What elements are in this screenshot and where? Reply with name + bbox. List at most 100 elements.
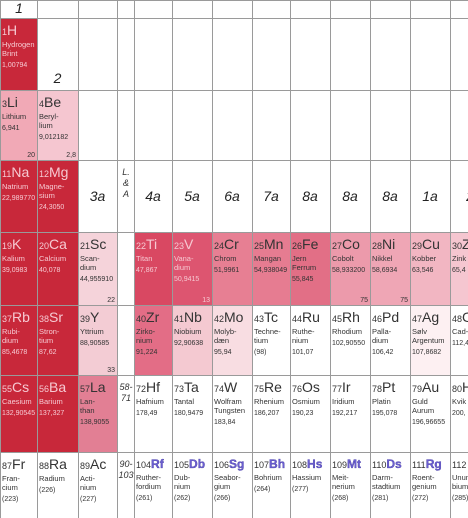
atomic-number: 55 — [2, 384, 13, 394]
atomic-number: 28 — [372, 241, 383, 251]
empty-cell — [212, 90, 253, 161]
element-name: Fran- — [2, 474, 20, 483]
element-symbol: Sr — [49, 309, 64, 325]
element-name: Bohrium — [254, 473, 282, 482]
element-name: Niobium — [174, 327, 202, 336]
atomic-mass: 55,845 — [292, 276, 314, 283]
element-symbol: Cd — [462, 309, 468, 325]
element-name: Kobber — [412, 254, 437, 263]
element-symbol: Be — [44, 94, 62, 110]
element-symbol: Rb — [12, 309, 30, 325]
element-name: Brint — [2, 49, 18, 58]
group-label: 4a — [145, 188, 161, 204]
element-symbol: Ra — [49, 456, 67, 472]
empty-cell — [134, 18, 173, 91]
element-name: than — [80, 406, 95, 415]
element-name: sium — [39, 191, 55, 200]
cell-head: 106Sg — [214, 456, 252, 473]
atomic-number: 109 — [332, 460, 348, 470]
element-cell: 37Rb Rubi-dium 85,4678 — [0, 305, 38, 376]
cell-head: 1H — [2, 22, 37, 40]
cell-head: 112 — [452, 456, 468, 473]
atomic-mass: 137,327 — [39, 410, 65, 417]
cell-head: 40Zr — [136, 309, 172, 327]
element-name: gium — [214, 482, 231, 491]
element-name: Wolfram — [214, 397, 242, 406]
element-symbol: Zn — [462, 236, 468, 252]
atomic-mass: 1,00794 — [2, 62, 28, 69]
atomic-mass: 180,9479 — [174, 410, 204, 417]
element-symbol: Rh — [342, 309, 360, 325]
atomic-number: 74 — [214, 384, 225, 394]
group-label: 2 — [450, 188, 468, 204]
cell-head: 38Sr — [39, 309, 78, 327]
empty-cell — [78, 18, 118, 91]
element-symbol: Ti — [146, 236, 158, 252]
cell-head: 23V — [174, 236, 212, 254]
element-cell: 108Hs Hassium (277) — [290, 452, 331, 518]
atomic-mass: 39,0983 — [2, 267, 28, 274]
atomic-mass: 101,07 — [292, 349, 314, 356]
note-line: L. — [122, 167, 130, 177]
cell-head: 12Mg — [39, 164, 78, 182]
empty-cell — [172, 90, 213, 161]
atomic-number: 30 — [452, 241, 463, 251]
element-name: Hassium — [292, 473, 322, 482]
header-cell — [410, 0, 451, 19]
element-cell: 110Ds Darm-stadtium (281) — [370, 452, 411, 518]
element-name: Cobolt — [332, 254, 354, 263]
element-symbol: Fe — [302, 236, 319, 252]
element-cell: 42Mo Molyb-dæn 95,94 — [212, 305, 253, 376]
element-name: Mangan — [254, 254, 282, 263]
element-name: Techne- — [254, 327, 281, 336]
element-cell: 38Sr Stron-tium 87,62 — [37, 305, 79, 376]
element-name: nium — [174, 482, 191, 491]
element-name: Aurum — [412, 406, 435, 415]
element-name: Hydrogen — [2, 40, 35, 49]
element-name: Scan- — [80, 254, 100, 263]
element-symbol: Db — [189, 457, 206, 471]
atomic-number: 89 — [80, 461, 91, 471]
corner-number: 2,8 — [66, 152, 76, 159]
empty-cell — [450, 18, 468, 91]
group-label: 8a — [382, 188, 398, 204]
atomic-number: 1 — [2, 27, 8, 37]
cell-head: 76Os — [292, 379, 330, 397]
element-name: Iridium — [332, 397, 355, 406]
header-cell — [330, 0, 371, 19]
atomic-mass: 178,49 — [136, 410, 158, 417]
element-symbol: Au — [422, 379, 440, 395]
cell-head: 78Pt — [372, 379, 410, 397]
cell-head: 28Ni — [372, 236, 410, 254]
element-name: dium — [174, 263, 191, 272]
element-symbol: Bh — [269, 457, 286, 471]
element-cell: L. & A — [117, 160, 135, 233]
element-cell: 43Tc Techne-tium (98) — [252, 305, 291, 376]
cell-head: 107Bh — [254, 456, 290, 473]
cell-head: 89Ac — [80, 456, 117, 474]
empty-cell — [117, 232, 135, 306]
atomic-number: 106 — [214, 460, 230, 470]
element-cell: 19K Kalium 39,0983 — [0, 232, 38, 306]
element-symbol: Nb — [184, 309, 202, 325]
atomic-number: 80 — [452, 384, 463, 394]
atomic-mass: 200, — [452, 410, 466, 417]
element-name: lium — [39, 121, 53, 130]
empty-cell — [134, 90, 173, 161]
atomic-mass: 183,84 — [214, 419, 236, 426]
element-name: Yttrium — [80, 327, 104, 336]
atomic-mass: (277) — [292, 486, 309, 493]
header-cell — [252, 0, 291, 19]
atomic-number: 27 — [332, 241, 343, 251]
element-symbol: Ir — [342, 379, 351, 395]
cell-head: 46Pd — [372, 309, 410, 327]
empty-cell — [370, 18, 411, 91]
element-name: Radium — [39, 474, 65, 483]
atomic-number: 77 — [332, 384, 343, 394]
atomic-number: 43 — [254, 314, 265, 324]
atomic-mass: 91,224 — [136, 349, 158, 356]
element-cell: 76Os Osmium 190,23 — [290, 375, 331, 453]
atomic-number: 57 — [80, 384, 91, 394]
element-name: Zink — [452, 254, 467, 263]
atomic-mass: (227) — [80, 496, 97, 503]
